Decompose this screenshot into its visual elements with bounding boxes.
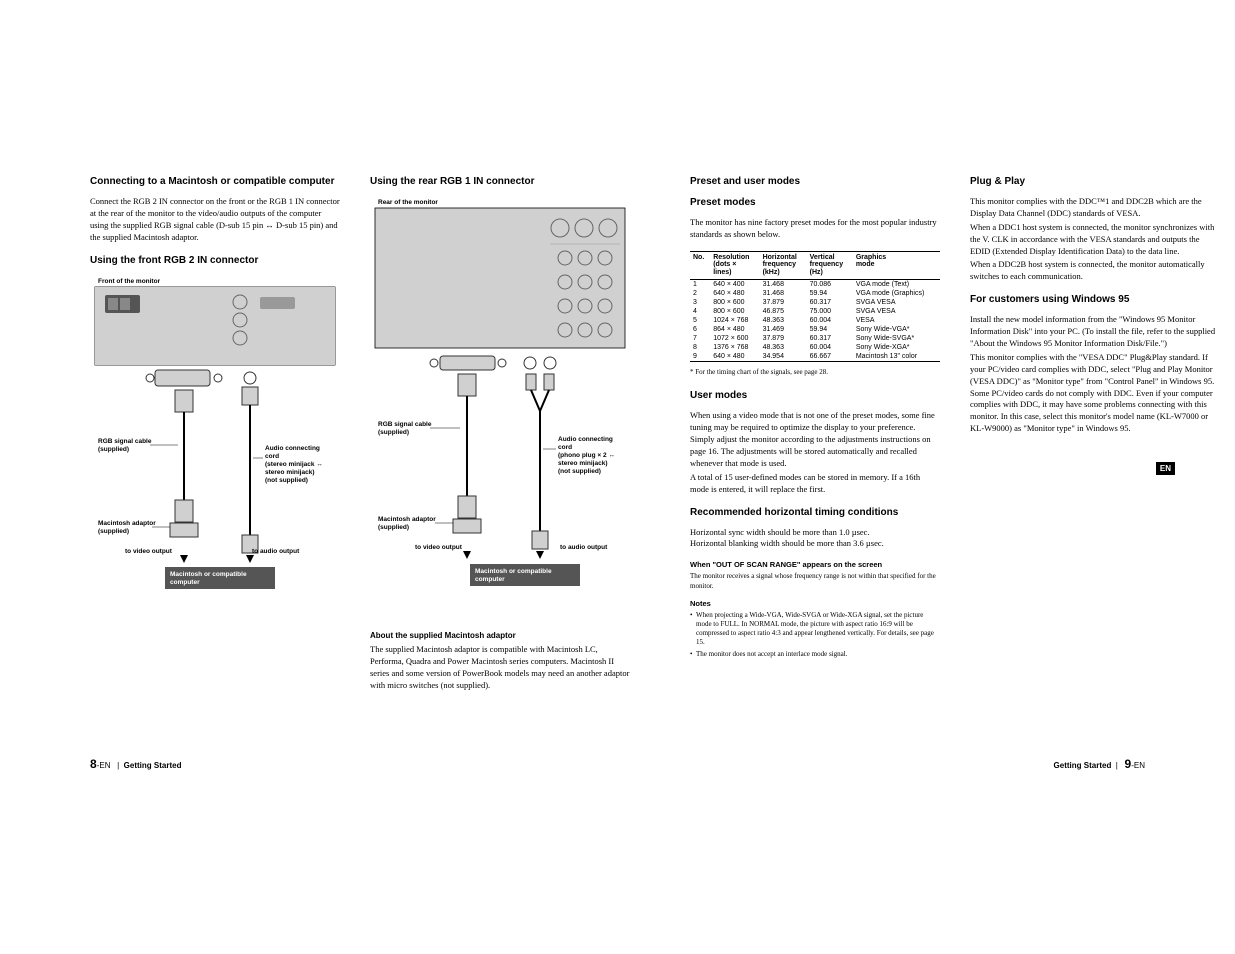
heading-user-modes: User modes [690, 389, 940, 402]
heading-recommended: Recommended horizontal timing conditions [690, 506, 940, 519]
svg-text:Macintosh adaptor: Macintosh adaptor [378, 516, 436, 523]
para-win95-2: This monitor complies with the "VESA DDC… [970, 352, 1220, 435]
table-footnote: * For the timing chart of the signals, s… [690, 368, 940, 377]
table-row: 4800 × 60046.87575.000SVGA VESA [690, 307, 940, 316]
table-row: 81376 × 76848.36360.004Sony Wide-XGA* [690, 343, 940, 352]
column-2: Using the rear RGB 1 IN connector Rear o… [370, 175, 630, 702]
heading-plug-play: Plug & Play [970, 175, 1220, 188]
table-row: 2640 × 48031.46859.94VGA mode (Graphics) [690, 289, 940, 298]
svg-text:Macintosh or compatible: Macintosh or compatible [475, 568, 552, 575]
svg-text:to video output: to video output [415, 544, 463, 551]
para-pp-1: This monitor complies with the DDC™1 and… [970, 196, 1220, 220]
svg-text:computer: computer [475, 576, 505, 583]
heading-about-adaptor: About the supplied Macintosh adaptor [370, 631, 630, 640]
heading-out-of-range: When "OUT OF SCAN RANGE" appears on the … [690, 560, 940, 569]
th-hfreq: Horizontalfrequency(kHz) [760, 251, 807, 279]
svg-text:(not supplied): (not supplied) [558, 468, 601, 475]
heading-notes: Notes [690, 599, 940, 608]
table-row: 71072 × 60037.87960.317Sony Wide-SVGA* [690, 334, 940, 343]
para-win95-1: Install the new model information from t… [970, 314, 1220, 350]
svg-text:cord: cord [558, 444, 572, 451]
preset-modes-table: No. Resolution(dots ×lines) Horizontalfr… [690, 251, 940, 362]
svg-text:(supplied): (supplied) [378, 524, 409, 531]
para-pp-3: When a DDC2B host system is connected, t… [970, 259, 1220, 283]
language-badge: EN [1156, 462, 1175, 475]
page-spread: Connecting to a Macintosh or compatible … [0, 0, 1235, 757]
heading-rear-rgb1: Using the rear RGB 1 IN connector [370, 175, 630, 188]
heading-win95: For customers using Windows 95 [970, 293, 1220, 306]
notes-list: When projecting a Wide-VGA, Wide-SVGA or… [690, 611, 940, 658]
table-row: 51024 × 76848.36360.004VESA [690, 316, 940, 325]
table-row: 3800 × 60037.87960.317SVGA VESA [690, 298, 940, 307]
heading-preset: Preset modes [690, 196, 940, 209]
svg-text:(phono plug × 2 ↔: (phono plug × 2 ↔ [558, 452, 615, 459]
th-vfreq: Verticalfrequency(Hz) [807, 251, 853, 279]
svg-text:(supplied): (supplied) [378, 429, 409, 436]
heading-front-rgb2: Using the front RGB 2 IN connector [90, 254, 340, 267]
table-row: 1640 × 40031.46870.086VGA mode (Text) [690, 279, 940, 289]
page-suffix-right: -EN [1131, 761, 1145, 770]
svg-text:Rear of the monitor: Rear of the monitor [378, 199, 438, 206]
column-3: Preset and user modes Preset modes The m… [690, 175, 940, 702]
table-row: 6864 × 48031.46959.94Sony Wide-VGA* [690, 325, 940, 334]
para-user-2: A total of 15 user-defined modes can be … [690, 472, 940, 496]
svg-text:Macintosh adaptor: Macintosh adaptor [98, 520, 156, 527]
svg-text:RGB signal cable: RGB signal cable [98, 438, 152, 445]
table-row: 9640 × 48034.95466.667Macintosh 13" colo… [690, 352, 940, 362]
page-suffix-left: -EN [97, 761, 111, 770]
th-no: No. [690, 251, 710, 279]
label-front-monitor: Front of the monitor [98, 278, 161, 285]
diagram-front-connection: Front of the monitor RGB signal cable (s… [90, 275, 340, 595]
para-preset: The monitor has nine factory preset mode… [690, 217, 940, 241]
svg-text:computer: computer [170, 579, 200, 586]
th-res: Resolution(dots ×lines) [710, 251, 759, 279]
svg-text:RGB signal cable: RGB signal cable [378, 421, 432, 428]
svg-text:cord: cord [265, 453, 279, 460]
page-number-left: 8 [90, 757, 97, 771]
para-user-1: When using a video mode that is not one … [690, 410, 940, 469]
svg-text:(supplied): (supplied) [98, 528, 129, 535]
para-pp-2: When a DDC1 host system is connected, th… [970, 222, 1220, 258]
section-left: Getting Started [124, 761, 182, 770]
footer-left: 8-EN | Getting Started [90, 757, 181, 771]
para-rec-2: Horizontal blanking width should be more… [690, 538, 940, 550]
column-1: Connecting to a Macintosh or compatible … [90, 175, 340, 702]
svg-text:to audio output: to audio output [560, 544, 608, 551]
list-item: When projecting a Wide-VGA, Wide-SVGA or… [690, 611, 940, 647]
column-4: Plug & Play This monitor complies with t… [970, 175, 1220, 702]
svg-text:to video output: to video output [125, 548, 173, 555]
svg-text:(supplied): (supplied) [98, 446, 129, 453]
list-item: The monitor does not accept an interlace… [690, 650, 940, 659]
heading-mac-connect: Connecting to a Macintosh or compatible … [90, 175, 340, 188]
footer-right: Getting Started | 9-EN [1054, 757, 1145, 771]
para-rec-1: Horizontal sync width should be more tha… [690, 527, 940, 539]
section-right: Getting Started [1054, 761, 1112, 770]
page-footer: 8-EN | Getting Started Getting Started |… [0, 757, 1235, 791]
svg-text:stereo minijack): stereo minijack) [265, 469, 315, 476]
svg-text:stereo minijack): stereo minijack) [558, 460, 608, 467]
svg-text:(not supplied): (not supplied) [265, 477, 308, 484]
para-mac-connect: Connect the RGB 2 IN connector on the fr… [90, 196, 340, 244]
svg-text:(stereo minijack ↔: (stereo minijack ↔ [265, 461, 323, 468]
para-about-adaptor: The supplied Macintosh adaptor is compat… [370, 644, 630, 692]
svg-text:Audio connecting: Audio connecting [558, 436, 613, 443]
heading-preset-user: Preset and user modes [690, 175, 940, 188]
diagram-rear-connection: Rear of the monitor RGB signal cable (su… [370, 196, 630, 606]
svg-text:Macintosh or compatible: Macintosh or compatible [170, 571, 247, 578]
para-out-of-range: The monitor receives a signal whose freq… [690, 572, 940, 591]
th-mode: Graphicsmode [853, 251, 940, 279]
svg-text:Audio connecting: Audio connecting [265, 445, 320, 452]
svg-text:to audio output: to audio output [252, 548, 300, 555]
